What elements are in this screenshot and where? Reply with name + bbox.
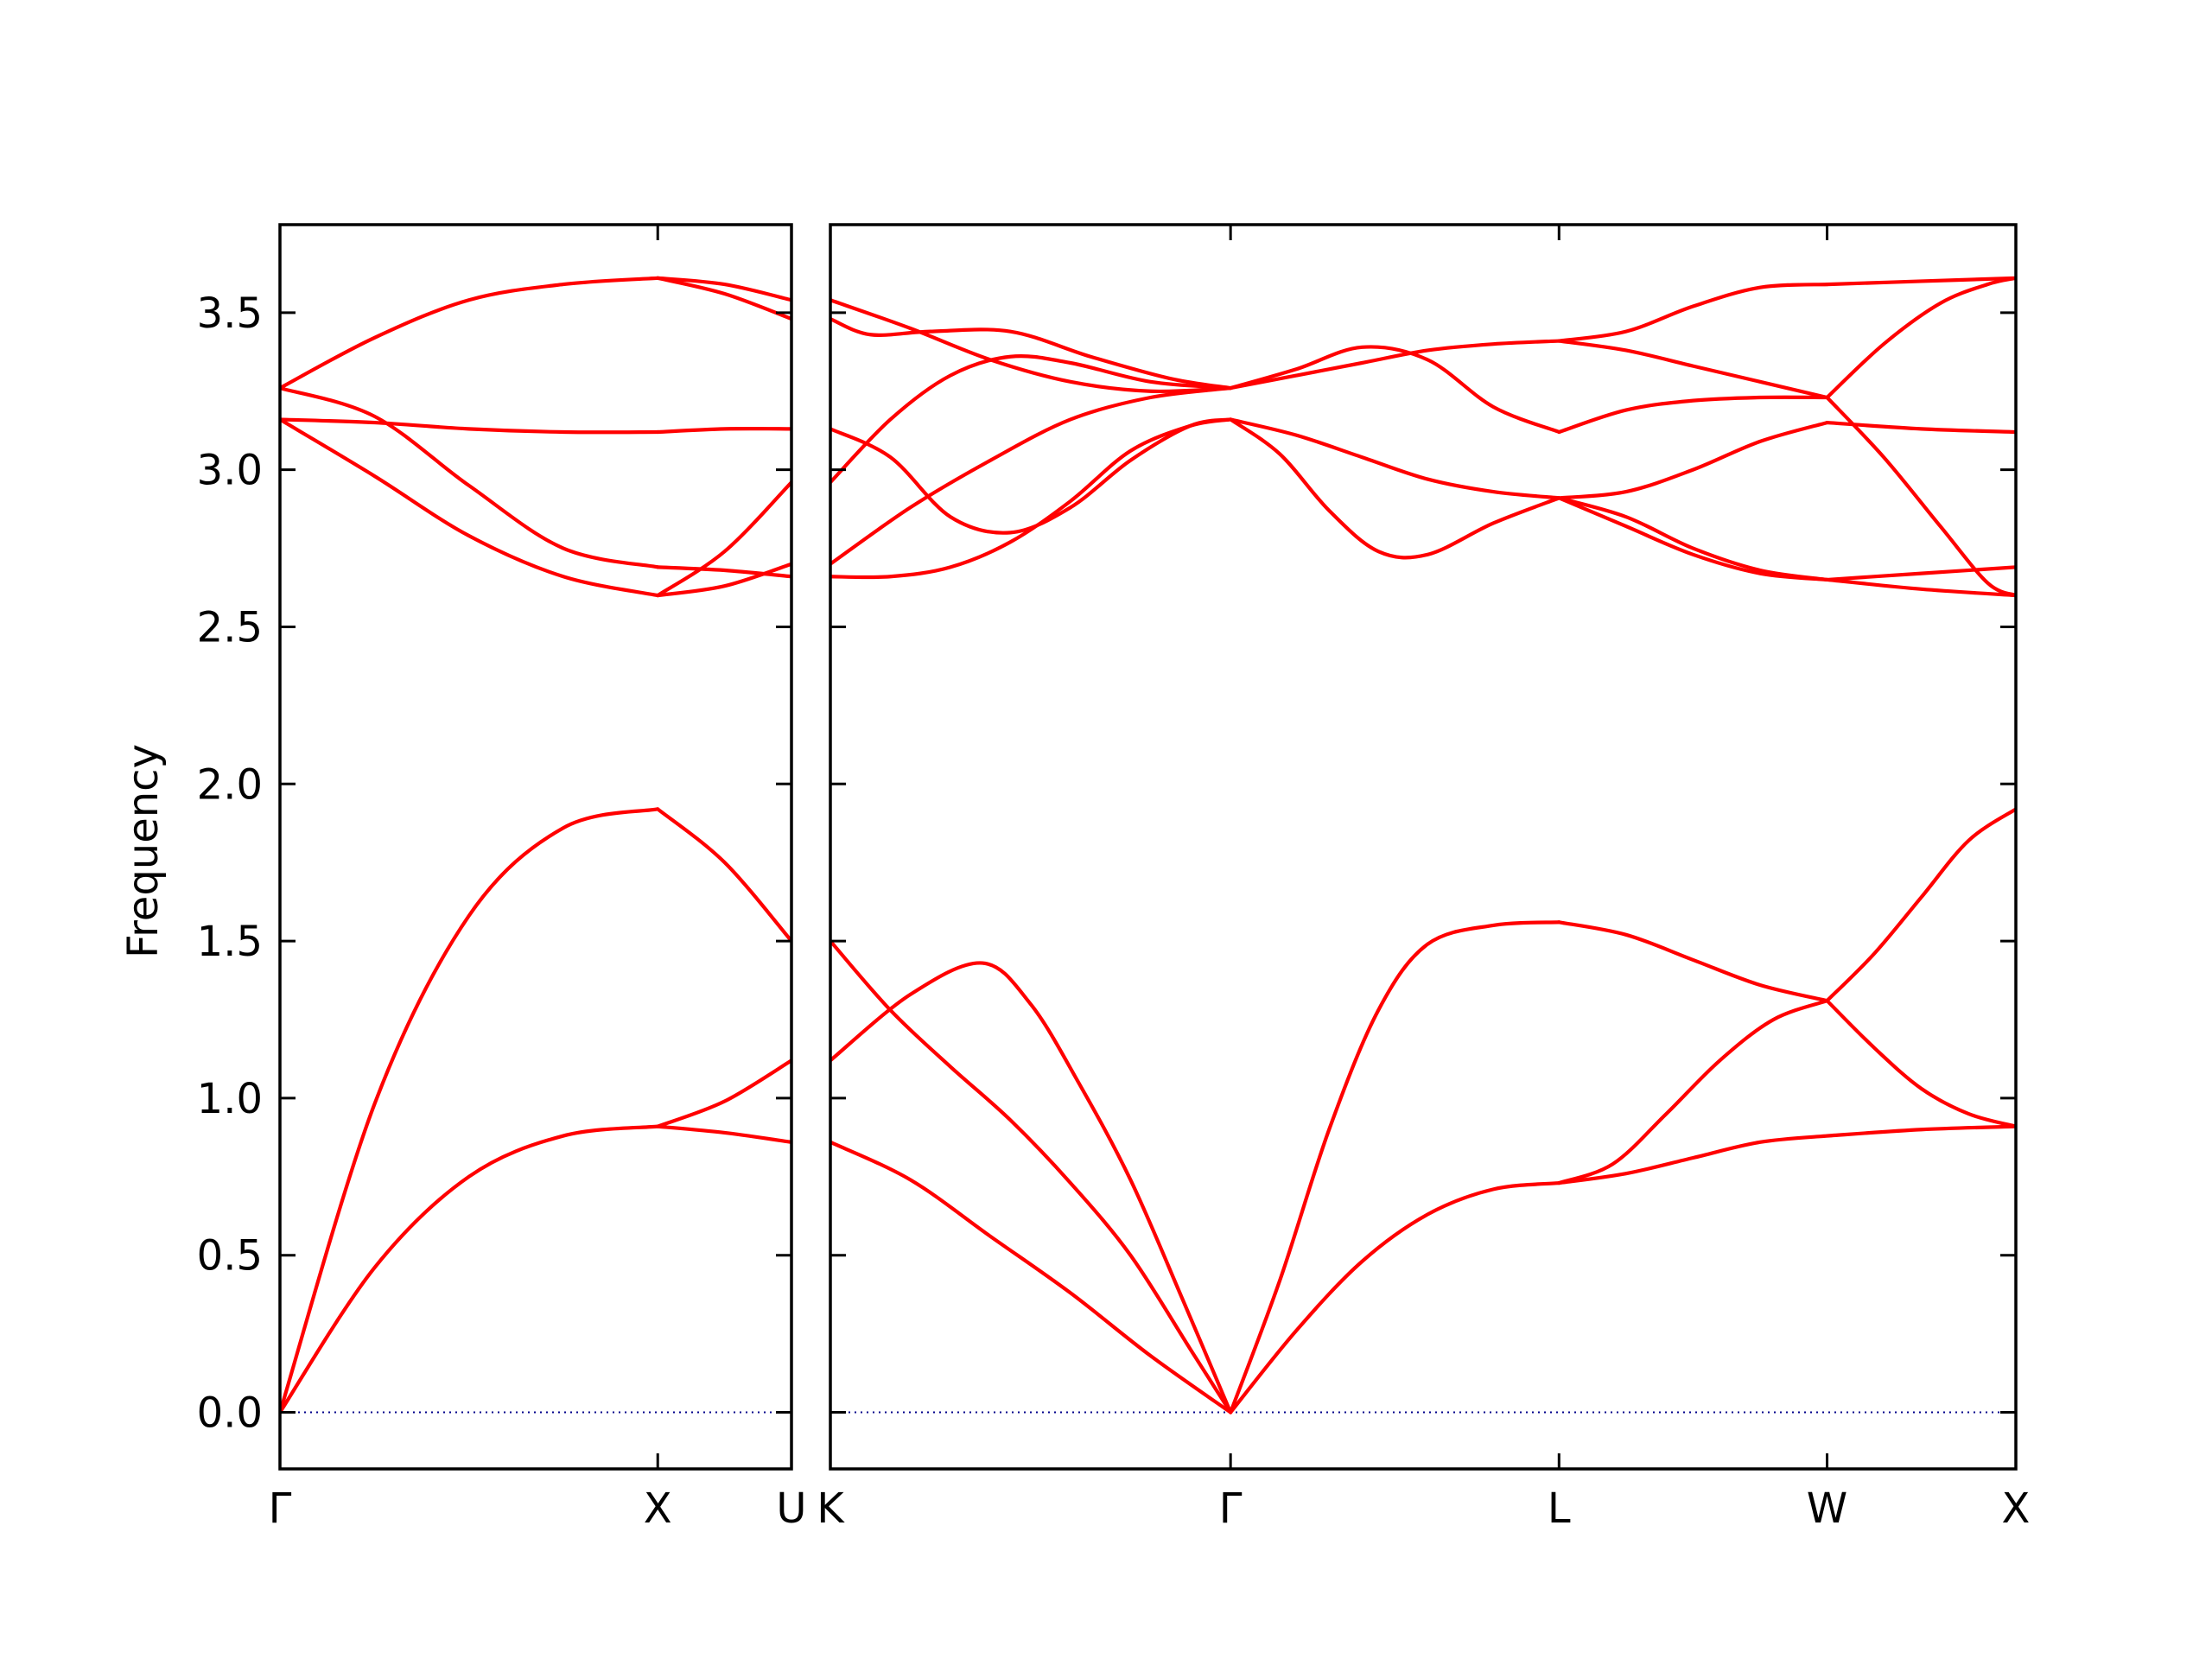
- band-line: [1557, 920, 1829, 1003]
- band-line: [1557, 496, 1829, 582]
- y-tick-label: 3.0: [197, 447, 263, 495]
- plot-frame-left: [278, 223, 793, 1471]
- band-line: [1557, 420, 1829, 500]
- band-line: [656, 276, 791, 302]
- band-line: [656, 807, 791, 944]
- y-tick-label: 1.5: [197, 918, 263, 966]
- x-tick-label: L: [1548, 1484, 1571, 1533]
- y-tick-label: 0.5: [197, 1232, 263, 1281]
- band-line: [1557, 339, 1829, 400]
- band-line: [656, 562, 791, 598]
- band-line: [656, 426, 791, 435]
- band-line: [830, 938, 1233, 1414]
- band-line: [1825, 420, 2016, 435]
- band-line: [830, 354, 1233, 485]
- band-line: [830, 1140, 1233, 1414]
- band-line: [830, 961, 1233, 1414]
- band-line: [656, 1058, 791, 1128]
- band-line: [1229, 1180, 1561, 1414]
- band-line: [656, 1124, 791, 1144]
- band-line: [1825, 565, 2016, 582]
- band-line: [1825, 999, 2016, 1128]
- x-tick-label: K: [817, 1484, 845, 1533]
- band-line: [1229, 417, 1561, 500]
- band-line: [1825, 1124, 2016, 1138]
- band-line: [1229, 417, 1561, 560]
- panels-layer: 0.0 0.5 1.0 1.5 2.0 2.5 3.0 3.5 Γ X U K Γ L W X: [197, 223, 2031, 1533]
- band-line: [830, 417, 1233, 535]
- x-tick-label: X: [644, 1484, 672, 1533]
- band-line: [280, 276, 660, 391]
- band-line: [1229, 345, 1561, 435]
- band-line: [656, 565, 791, 579]
- band-line: [280, 417, 660, 435]
- panel-left: 0.0 0.5 1.0 1.5 2.0 2.5 3.0 3.5 Γ X U: [197, 223, 807, 1533]
- band-line: [830, 385, 1233, 566]
- band-line: [656, 480, 791, 598]
- band-line: [1557, 1134, 1829, 1185]
- y-tick-label: 3.5: [197, 289, 263, 338]
- band-curves-left: [280, 276, 791, 1414]
- x-tick-label: X: [2002, 1484, 2031, 1533]
- y-tick-label: 2.5: [197, 603, 263, 652]
- band-line: [1825, 276, 2016, 400]
- band-line: [1825, 395, 2016, 598]
- band-line: [830, 298, 1233, 394]
- band-line: [280, 1124, 660, 1414]
- band-line: [1825, 807, 2016, 1003]
- x-tick-label: Γ: [269, 1484, 292, 1533]
- x-tick-label: U: [776, 1484, 806, 1533]
- band-line: [280, 417, 660, 598]
- band-line: [1557, 395, 1829, 435]
- x-tick-label: Γ: [1219, 1484, 1243, 1533]
- band-line: [1229, 339, 1561, 391]
- band-line: [1557, 282, 1829, 343]
- band-line: [280, 385, 660, 569]
- band-line: [1825, 577, 2016, 598]
- band-curves-right: [830, 276, 2016, 1414]
- band-line: [1229, 920, 1561, 1414]
- band-line: [280, 807, 660, 1414]
- band-line: [1557, 496, 1829, 582]
- y-tick-label: 2.0: [197, 760, 263, 809]
- y-tick-label: 1.0: [197, 1075, 263, 1123]
- band-line: [1825, 276, 2016, 287]
- plot-frame-right: [829, 223, 2018, 1471]
- band-line: [1557, 999, 1829, 1185]
- y-axis-label: Frequency: [119, 744, 168, 958]
- x-tick-label: W: [1807, 1484, 1847, 1533]
- y-tick-label: 0.0: [197, 1389, 263, 1438]
- band-line: [830, 316, 1233, 391]
